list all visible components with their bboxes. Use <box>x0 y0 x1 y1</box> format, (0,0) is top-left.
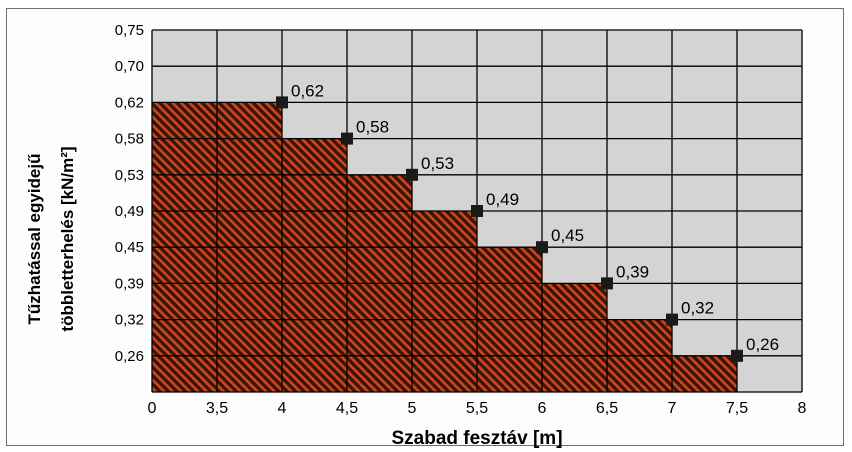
x-tick-label: 4 <box>278 400 287 417</box>
data-point-marker <box>406 168 418 181</box>
y-tick-label: 0,62 <box>115 94 144 111</box>
y-tick-label: 0,70 <box>115 58 144 75</box>
y-axis-label-line1: Tűzhatással egyidejű <box>25 154 44 325</box>
data-point-label: 0,39 <box>616 262 649 281</box>
data-point-label: 0,32 <box>681 299 714 318</box>
y-tick-label: 0,49 <box>115 203 144 220</box>
data-point-label: 0,58 <box>356 118 389 137</box>
x-tick-label: 3,5 <box>206 400 228 417</box>
x-tick-label: 7 <box>668 400 677 417</box>
data-point-label: 0,26 <box>746 335 779 354</box>
y-tick-label: 0,45 <box>115 239 144 256</box>
y-tick-label: 0,53 <box>115 167 144 184</box>
y-tick-label: 0,58 <box>115 131 144 148</box>
data-point-marker <box>341 132 353 145</box>
y-axis-label-line2: többletterhelés [kN/m²] <box>58 146 77 331</box>
data-point-marker <box>471 205 483 217</box>
y-tick-label: 0,75 <box>115 22 144 39</box>
x-tick-label: 5 <box>408 400 417 417</box>
y-tick-label: 0,26 <box>115 348 144 365</box>
data-point-label: 0,53 <box>421 154 454 173</box>
data-point-marker <box>731 349 743 362</box>
data-point-label: 0,45 <box>551 226 584 245</box>
data-point-marker <box>536 241 548 254</box>
data-point-label: 0,62 <box>291 81 324 100</box>
x-tick-label: 4,5 <box>336 400 358 417</box>
data-point-marker <box>276 96 288 109</box>
y-tick-label: 0,32 <box>115 312 144 329</box>
x-tick-label: 5,5 <box>466 400 488 417</box>
x-tick-label: 0 <box>148 400 157 417</box>
x-tick-label: 6,5 <box>596 400 618 417</box>
x-tick-label: 8 <box>798 400 807 417</box>
x-tick-label: 6 <box>538 400 547 417</box>
y-tick-label: 0,39 <box>115 275 144 292</box>
data-point-marker <box>666 313 678 326</box>
x-axis-label: Szabad fesztáv [m] <box>391 428 562 449</box>
data-point-label: 0,49 <box>486 190 519 209</box>
x-tick-label: 7,5 <box>726 400 748 417</box>
data-point-marker <box>601 277 613 290</box>
